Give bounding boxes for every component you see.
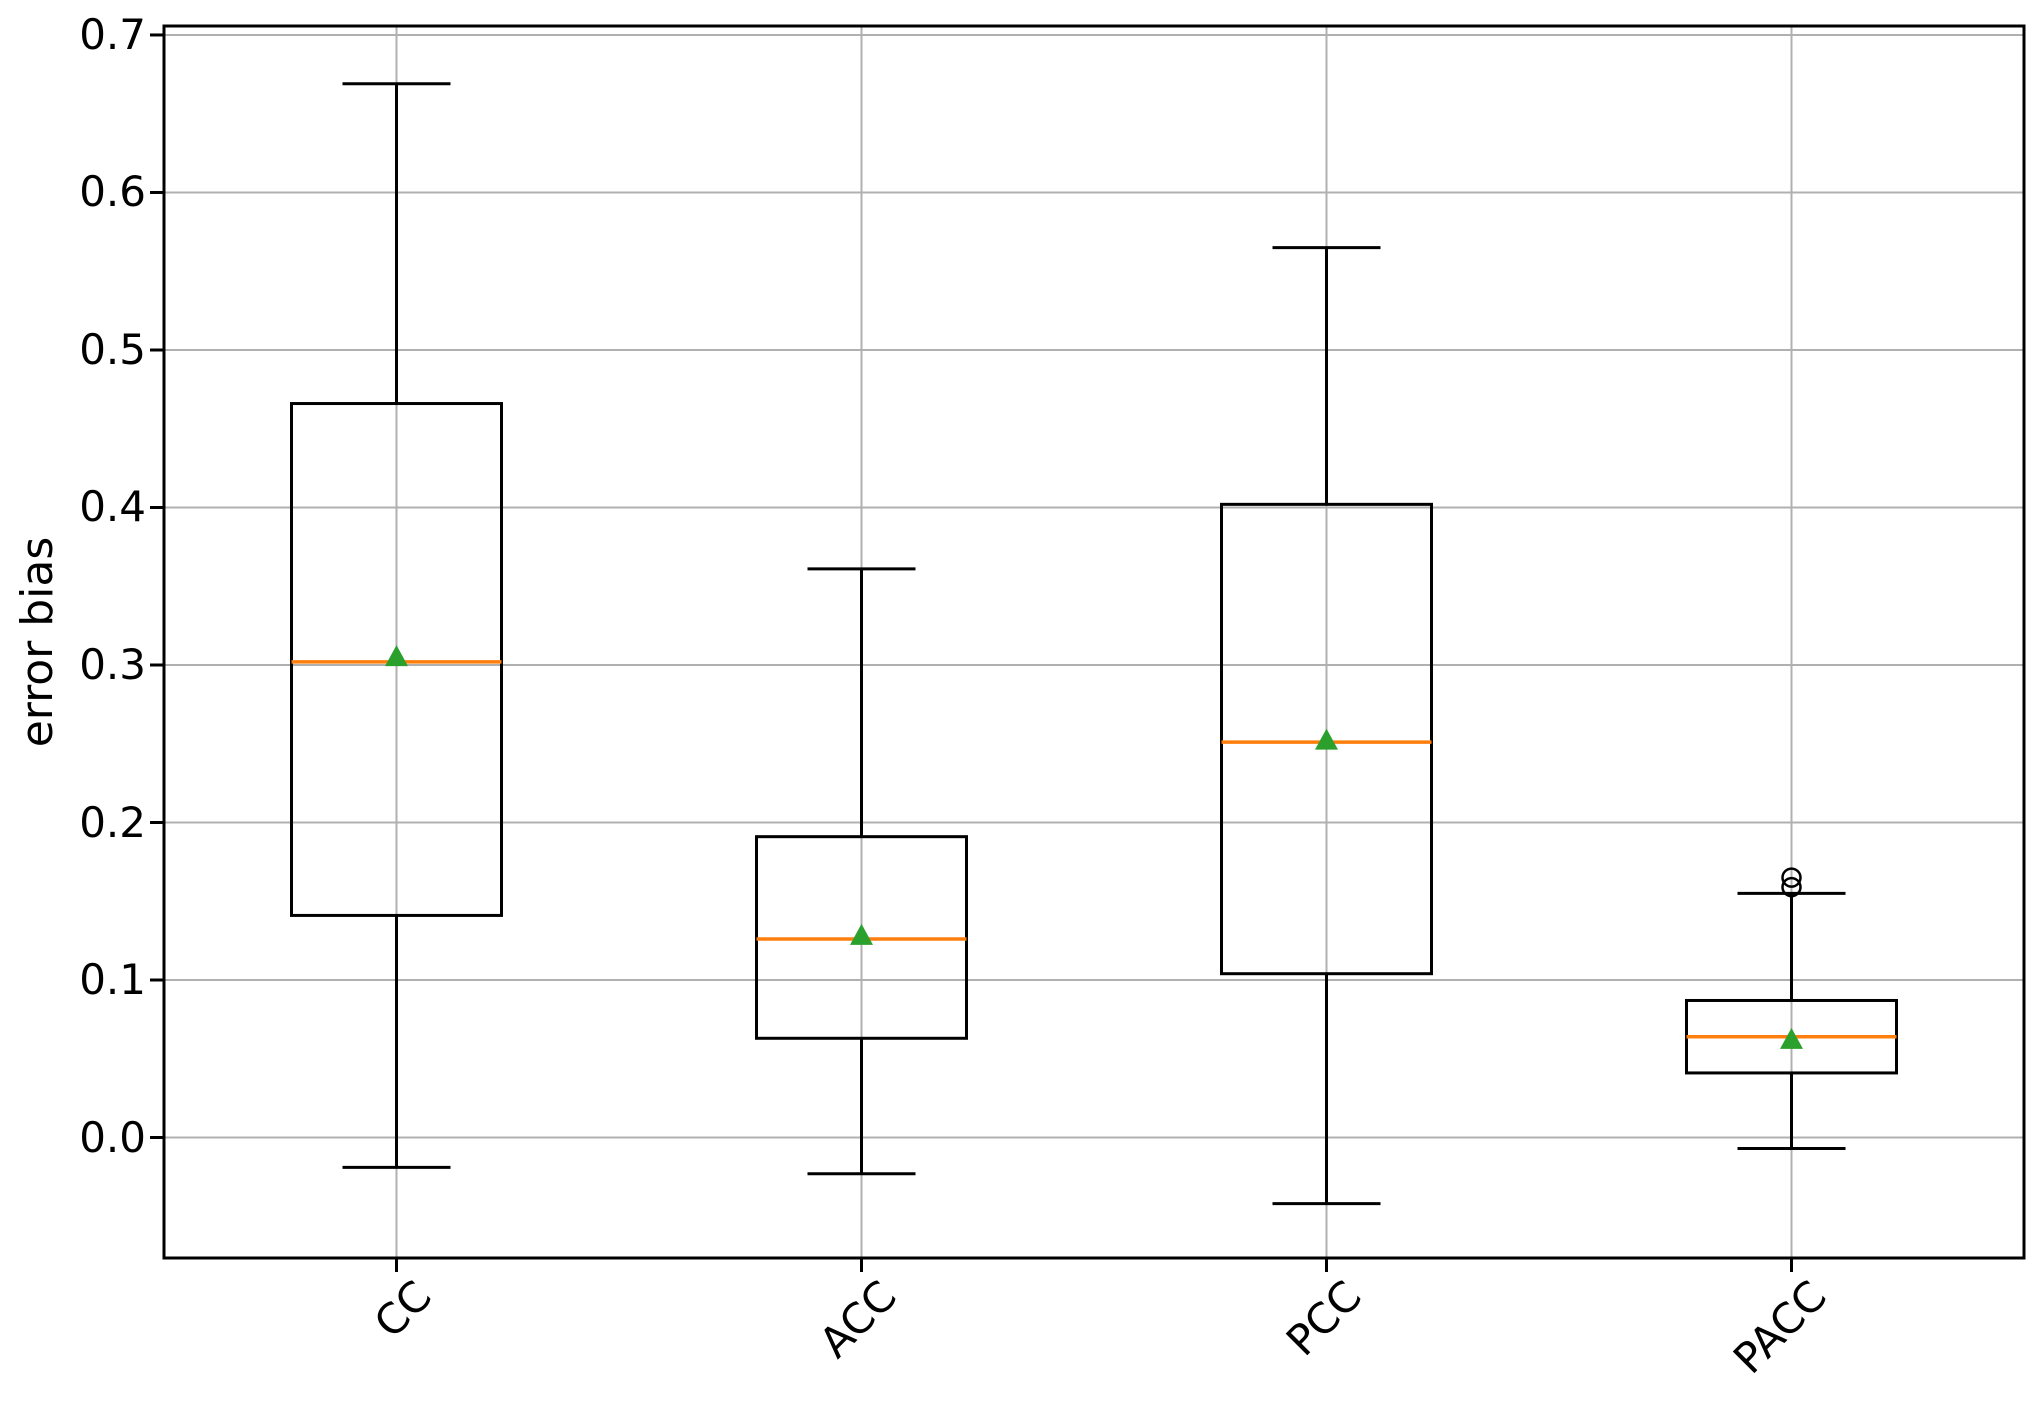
y-tick-label: 0.4: [79, 482, 146, 532]
y-tick-label: 0.7: [79, 9, 146, 59]
y-tick-label: 0.5: [79, 324, 146, 374]
iqr-box: [1220, 502, 1433, 976]
iqr-box: [290, 402, 503, 917]
mean-marker: [1780, 1027, 1803, 1049]
y-axis-label: error bias: [12, 536, 63, 748]
mean-marker: [850, 923, 873, 945]
y-tick-label: 0.6: [79, 167, 146, 217]
mean-marker: [385, 645, 408, 667]
plot-frame: [162, 24, 2026, 1260]
y-tick-label: 0.2: [79, 797, 146, 847]
outlier-circle: [1781, 867, 1802, 888]
outlier-circle: [1781, 876, 1802, 898]
y-tick-label: 0.3: [79, 639, 146, 689]
y-tick-label: 0.0: [79, 1112, 146, 1162]
y-tick-label: 0.1: [79, 955, 146, 1004]
mean-marker: [1315, 728, 1338, 750]
